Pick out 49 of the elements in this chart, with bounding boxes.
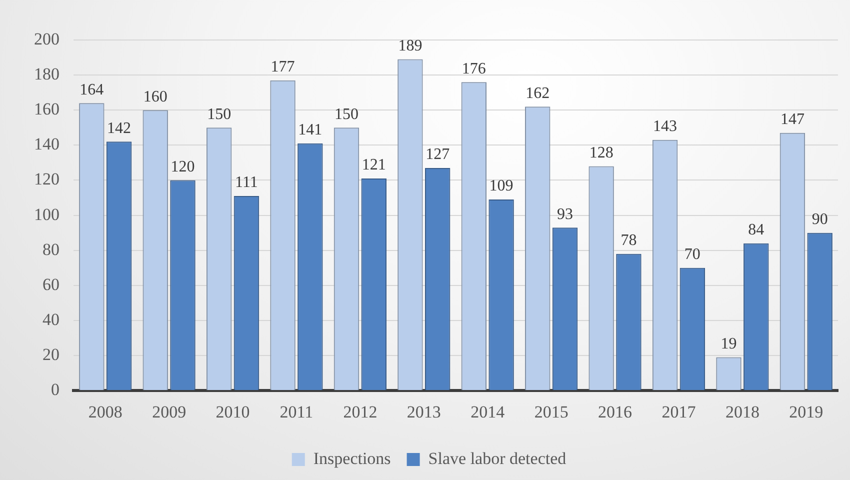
y-tick-label: 80: [42, 240, 60, 259]
x-tick-label: 2008: [88, 402, 122, 422]
data-label: 19: [720, 335, 737, 352]
data-label: 162: [526, 84, 550, 102]
data-label: 70: [684, 246, 700, 264]
data-label: 78: [620, 232, 637, 250]
data-label: 177: [270, 58, 295, 76]
data-label: 164: [80, 81, 104, 98]
data-label: 90: [812, 211, 828, 228]
y-tick-label: 60: [42, 274, 60, 294]
x-tick-label: 2018: [725, 402, 760, 422]
data-label: 127: [426, 146, 450, 164]
x-tick-label: 2011: [280, 402, 314, 422]
data-label: 189: [398, 37, 422, 54]
data-label: 147: [780, 111, 804, 128]
data-label: 120: [170, 158, 195, 176]
data-label: 150: [334, 106, 358, 123]
y-tick-label: 200: [34, 29, 60, 48]
data-label: 121: [362, 156, 386, 174]
y-tick-label: 140: [34, 134, 60, 154]
data-label: 109: [489, 178, 514, 195]
data-label: 111: [235, 174, 258, 192]
x-tick-label: 2010: [216, 402, 250, 422]
x-tick-label: 2014: [470, 402, 506, 422]
y-tick-label: 40: [42, 310, 60, 329]
y-tick-label: 20: [42, 345, 60, 364]
x-tick-label: 2009: [152, 402, 186, 422]
x-tick-label: 2012: [343, 402, 378, 422]
data-label: 84: [748, 222, 764, 239]
data-label: 128: [589, 144, 614, 162]
y-tick-label: 160: [34, 100, 60, 119]
data-label: 141: [298, 122, 322, 139]
data-label: 150: [207, 106, 232, 123]
x-tick-label: 2013: [406, 402, 441, 422]
data-label: 176: [462, 60, 486, 78]
y-tick-label: 0: [51, 380, 60, 400]
y-tick-label: 180: [34, 64, 60, 84]
data-label: 142: [107, 120, 132, 137]
x-tick-label: 2019: [789, 402, 824, 422]
legend-label: Slave labor detected: [428, 448, 567, 468]
y-tick-label: 100: [34, 204, 60, 224]
x-tick-label: 2017: [662, 402, 696, 422]
legend-label: Inspections: [313, 448, 391, 468]
y-tick-label: 120: [34, 170, 60, 189]
x-tick-label: 2015: [534, 402, 568, 422]
data-label: 93: [557, 206, 574, 223]
data-label: 160: [143, 88, 168, 106]
data-label: 143: [653, 118, 678, 136]
x-tick-label: 2016: [598, 402, 632, 422]
